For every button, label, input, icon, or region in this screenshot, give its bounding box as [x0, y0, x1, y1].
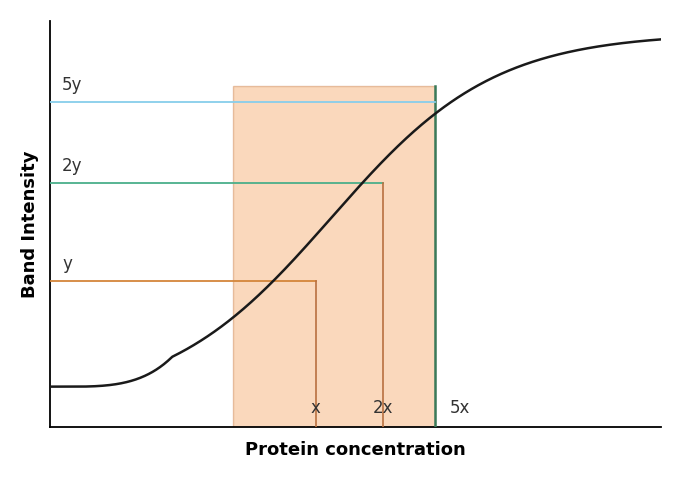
- X-axis label: Protein concentration: Protein concentration: [246, 441, 466, 459]
- Text: 2x: 2x: [373, 399, 394, 417]
- Text: 5y: 5y: [62, 76, 83, 94]
- Y-axis label: Band Intensity: Band Intensity: [21, 150, 39, 298]
- Text: y: y: [62, 255, 72, 273]
- Text: 2y: 2y: [62, 157, 83, 175]
- Text: 5x: 5x: [449, 399, 470, 417]
- Bar: [233, 86, 435, 435]
- Text: x: x: [311, 399, 321, 417]
